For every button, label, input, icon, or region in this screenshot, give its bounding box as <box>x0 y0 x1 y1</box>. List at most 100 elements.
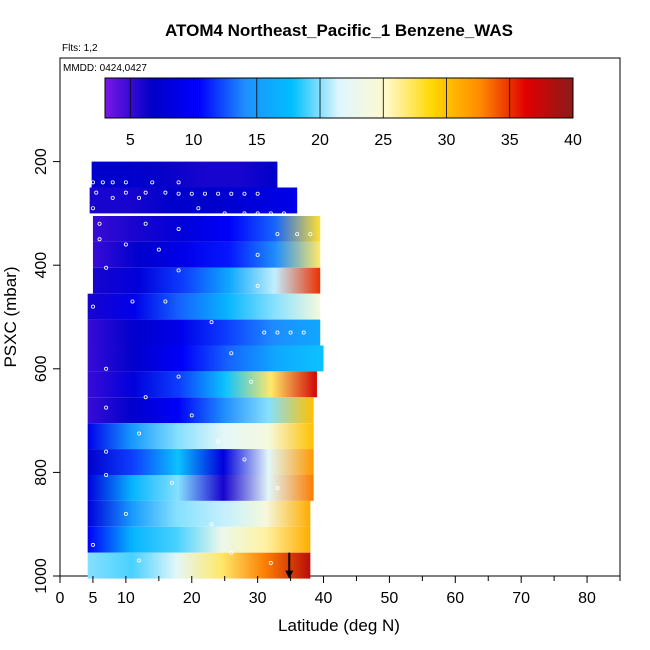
x-tick-label: 50 <box>381 590 399 607</box>
sample-point <box>229 351 234 356</box>
sample-point <box>143 395 148 400</box>
sample-point <box>196 206 201 211</box>
sample-point <box>90 206 95 211</box>
sample-point <box>275 232 280 237</box>
x-tick-label: 80 <box>578 590 596 607</box>
x-tick-label: 60 <box>446 590 464 607</box>
y-tick-label: 800 <box>33 459 50 486</box>
x-tick-label: 40 <box>315 590 333 607</box>
sample-point <box>242 211 247 216</box>
x-tick-label: 0 <box>56 590 65 607</box>
sample-point <box>123 180 128 185</box>
sample-point <box>90 542 95 547</box>
sample-point <box>255 211 260 216</box>
sample-point <box>255 191 260 196</box>
sample-point <box>209 320 214 325</box>
sample-point <box>104 472 109 477</box>
x-tick-label: 5 <box>88 590 97 607</box>
sample-point <box>176 226 181 231</box>
y-tick-label: 200 <box>33 148 50 175</box>
heat-layer-row <box>87 552 311 579</box>
sample-point <box>143 190 148 195</box>
sample-point <box>156 247 161 252</box>
sample-point <box>163 190 168 195</box>
sample-point <box>189 413 194 418</box>
colorbar-tick-label: 5 <box>126 132 135 149</box>
heat-layer-row <box>87 526 311 553</box>
heat-layer-row <box>92 215 321 242</box>
heat-layer-row <box>87 474 314 501</box>
sample-point <box>169 480 174 485</box>
plot-frame <box>59 57 621 577</box>
sample-point <box>308 232 313 237</box>
sample-point <box>176 191 181 196</box>
sample-point <box>222 211 227 216</box>
y-tick-label: 600 <box>33 355 50 382</box>
sample-point <box>229 191 234 196</box>
sample-point <box>275 330 280 335</box>
heat-layer-row <box>87 449 314 475</box>
sample-point <box>137 195 142 200</box>
dates-label: MMDD: 0424,0427 <box>63 63 147 74</box>
sample-point <box>110 195 115 200</box>
sample-point <box>288 330 293 335</box>
sample-point <box>249 379 254 384</box>
sample-point <box>100 180 105 185</box>
sample-point <box>176 180 181 185</box>
chart-title: ATOM4 Northeast_Pacific_1 Benzene_WAS <box>165 21 513 40</box>
sample-point <box>189 191 194 196</box>
flights-label: Flts: 1,2 <box>62 43 98 54</box>
sample-point <box>262 330 267 335</box>
colorbar-gradient <box>104 77 574 119</box>
x-axis-label: Latitude (deg N) <box>278 616 400 635</box>
sample-point <box>143 221 148 226</box>
heat-layer-row <box>91 161 278 188</box>
colorbar-tick-label: 40 <box>564 132 582 149</box>
x-tick-label: 30 <box>249 590 267 607</box>
sample-point <box>90 304 95 309</box>
y-tick-label: 1000 <box>33 558 50 594</box>
sample-point <box>242 191 247 196</box>
heatmap-layers <box>87 161 324 579</box>
colorbar-tick-label: 20 <box>311 132 329 149</box>
heat-layer-row <box>87 423 314 450</box>
sample-point <box>137 558 142 563</box>
sample-point <box>110 180 115 185</box>
heat-layer-row <box>92 267 321 294</box>
sample-point <box>97 221 102 226</box>
sample-point <box>255 252 260 257</box>
colorbar-tick-label: 25 <box>374 132 392 149</box>
sample-point <box>123 511 128 516</box>
sample-point <box>242 457 247 462</box>
sample-point <box>268 561 273 566</box>
heat-layer-row <box>87 371 317 398</box>
marker-arrow-head <box>285 570 294 579</box>
sample-points <box>90 180 313 566</box>
y-axis: 200 400 600 800 1000 <box>33 148 60 594</box>
sample-point <box>97 237 102 242</box>
heat-layer-row <box>87 319 321 346</box>
heat-layer-row <box>87 293 321 320</box>
sample-point <box>123 242 128 247</box>
sample-point <box>281 211 286 216</box>
y-tick-label: 400 <box>33 252 50 279</box>
colorbar-tick-label: 30 <box>438 132 456 149</box>
marker <box>285 552 294 579</box>
sample-point <box>176 374 181 379</box>
sample-point <box>104 265 109 270</box>
sample-point <box>90 180 95 185</box>
sample-point <box>94 190 99 195</box>
sample-point <box>229 550 234 555</box>
sample-point <box>163 299 168 304</box>
sample-point <box>104 449 109 454</box>
heat-layer-row <box>89 187 298 214</box>
sample-point <box>301 330 306 335</box>
sample-point <box>216 191 221 196</box>
heat-layer-row <box>87 397 314 424</box>
heat-layer-row <box>87 345 324 372</box>
sample-point <box>202 191 207 196</box>
x-tick-label: 70 <box>512 590 530 607</box>
x-tick-label: 10 <box>117 590 135 607</box>
sample-point <box>295 232 300 237</box>
